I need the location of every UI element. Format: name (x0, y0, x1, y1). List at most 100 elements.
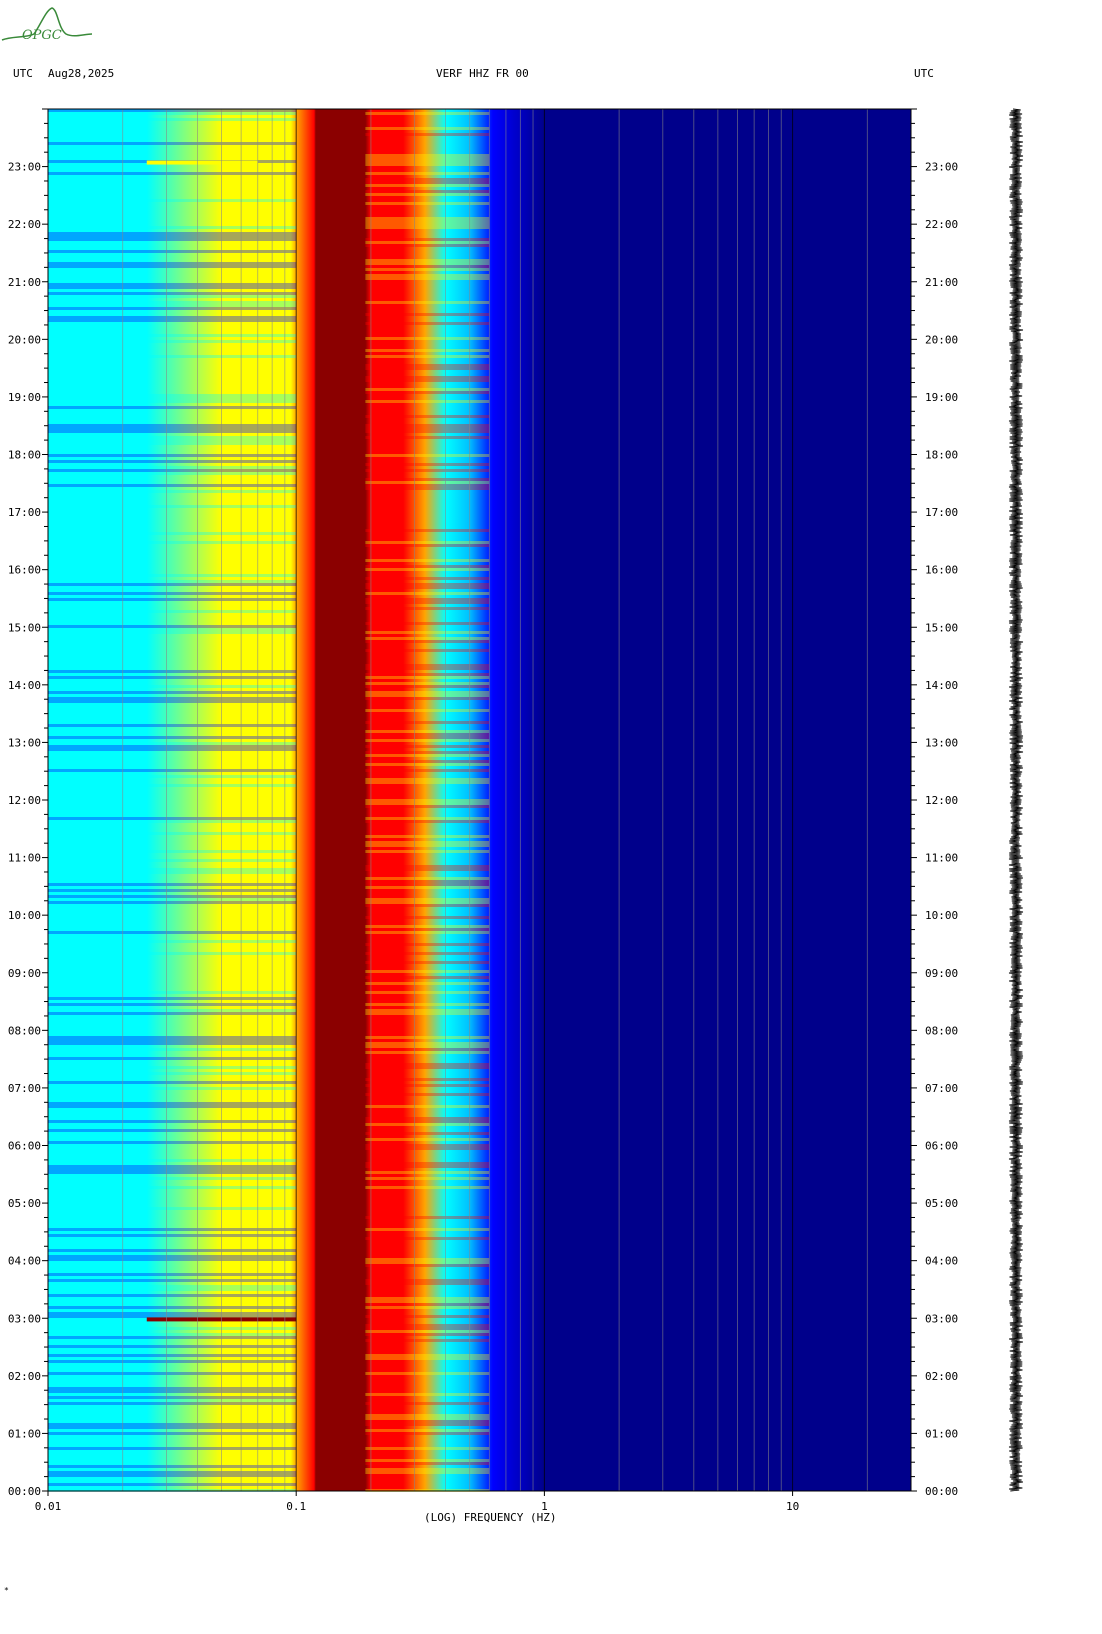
band-high (365, 601, 490, 604)
band-high (365, 259, 490, 262)
band-low (48, 1207, 297, 1210)
band-high (365, 817, 490, 820)
right-time-label: 07:00 (925, 1082, 958, 1095)
right-time-label: 01:00 (925, 1427, 958, 1440)
band-high (365, 1414, 490, 1417)
header-right-utc: UTC (914, 67, 934, 80)
band-high (365, 1177, 490, 1180)
band-high (365, 631, 490, 634)
band-high (365, 970, 490, 973)
band-low (48, 286, 297, 289)
band-low (48, 394, 297, 397)
band-high (365, 877, 490, 880)
band-high (365, 481, 490, 484)
band-low (48, 1315, 297, 1318)
left-time-label: 16:00 (8, 564, 41, 577)
band-low (48, 850, 297, 853)
band-low (48, 466, 297, 469)
band-low (48, 1426, 297, 1429)
right-time-label: 21:00 (925, 276, 958, 289)
right-time-label: 02:00 (925, 1370, 958, 1383)
band-low (48, 1387, 297, 1390)
band-low (48, 1402, 297, 1405)
band-low (48, 490, 297, 493)
band-low (48, 1312, 297, 1315)
band-low (48, 262, 297, 265)
band-high (365, 916, 490, 919)
band-high (365, 841, 490, 844)
band-high (365, 754, 490, 757)
right-time-label: 00:00 (925, 1485, 958, 1498)
band-low (48, 1102, 297, 1105)
band-high (365, 181, 490, 184)
band-low (48, 1072, 297, 1075)
band-low (48, 484, 297, 487)
band-high (365, 1447, 490, 1450)
band-low (48, 1336, 297, 1339)
band-high (365, 691, 490, 694)
band-high (365, 1459, 490, 1462)
band-high (365, 898, 490, 901)
band-low (48, 898, 297, 901)
band-high (365, 1420, 490, 1423)
band-high (365, 1093, 490, 1096)
band-high (365, 697, 490, 700)
band-high (365, 1003, 490, 1006)
right-time-label: 19:00 (925, 391, 958, 404)
band-high (365, 541, 490, 544)
right-time-label: 09:00 (925, 967, 958, 980)
band-high (365, 736, 490, 739)
band-high (365, 925, 490, 928)
band-low (48, 1141, 297, 1144)
band-high (365, 1423, 490, 1426)
band-low (48, 1327, 297, 1330)
band-low (48, 1228, 297, 1231)
band-high (365, 1105, 490, 1108)
left-time-label: 13:00 (8, 736, 41, 749)
band-high (365, 880, 490, 883)
band-low (48, 1285, 297, 1288)
band-high (365, 598, 490, 601)
band-high (365, 184, 490, 187)
band-high (365, 544, 490, 547)
right-time-label: 18:00 (925, 449, 958, 462)
band-low (48, 334, 297, 337)
time-banding (48, 109, 490, 1492)
band-low (48, 685, 297, 688)
band-high (365, 850, 490, 853)
band-low (48, 454, 297, 457)
band-high (365, 835, 490, 838)
band-high (365, 1036, 490, 1039)
left-time-label: 20:00 (8, 333, 41, 346)
band-low (48, 1012, 297, 1015)
band-high (365, 1138, 490, 1141)
left-time-label: 21:00 (8, 276, 41, 289)
band-low (48, 1105, 297, 1108)
band-high (365, 1417, 490, 1420)
left-time-label: 11:00 (8, 852, 41, 865)
band-low (48, 1333, 297, 1336)
band-low (48, 1345, 297, 1348)
band-high (365, 886, 490, 889)
band-high (365, 1261, 490, 1264)
band-high (365, 709, 490, 712)
right-time-label: 13:00 (925, 736, 958, 749)
band-high (365, 1051, 490, 1054)
band-low (48, 691, 297, 694)
band-high (365, 1393, 490, 1396)
band-low (48, 745, 297, 748)
band-high (365, 1066, 490, 1069)
left-time-label: 09:00 (8, 967, 41, 980)
band-high (365, 1372, 490, 1375)
band-high (365, 172, 490, 175)
band-high (365, 454, 490, 457)
band-high (365, 1009, 490, 1012)
band-high (365, 673, 490, 676)
band-low (48, 1474, 297, 1477)
band-high (365, 1237, 490, 1240)
left-time-label: 22:00 (8, 218, 41, 231)
band-low (48, 931, 297, 934)
band-high (365, 1063, 490, 1066)
frequency-axis: 0.01 0.1 1 10 (35, 1491, 799, 1513)
band-high (365, 883, 490, 886)
